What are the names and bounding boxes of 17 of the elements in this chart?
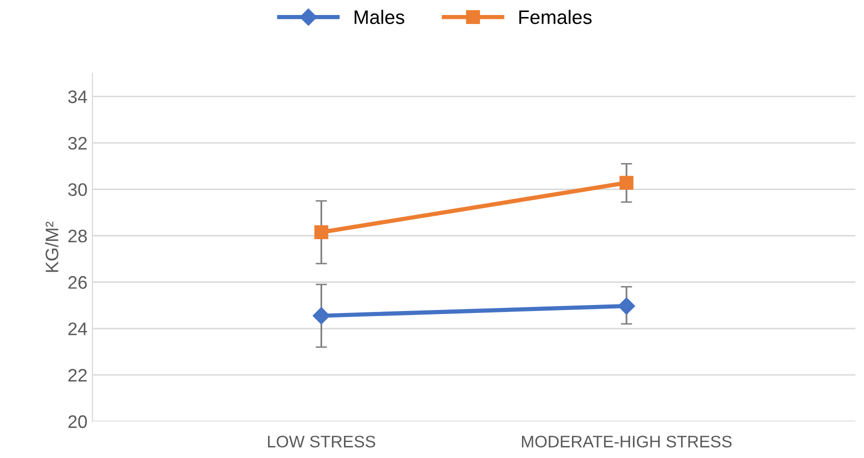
y-tick-label: 30	[68, 183, 87, 196]
y-tick-label: 34	[68, 90, 88, 104]
x-tick-label: LOW STRESS	[268, 436, 376, 448]
point	[618, 297, 636, 315]
y-tick-label: 26	[68, 276, 87, 289]
legend-label: Males	[354, 10, 404, 24]
y-axis-title: KG/M²	[45, 222, 58, 272]
y-tick-label: 28	[68, 230, 87, 242]
point	[312, 307, 330, 324]
x-tick-label: MODERATE-HIGH STRESS	[522, 436, 732, 448]
y-tick-label: 32	[68, 136, 87, 150]
point	[620, 176, 634, 190]
y-tick-label: 22	[68, 368, 87, 382]
point	[314, 225, 328, 240]
y-tick-label: 20	[68, 415, 87, 428]
legend-label: Females	[519, 10, 592, 24]
y-tick-label: 24	[68, 322, 88, 336]
